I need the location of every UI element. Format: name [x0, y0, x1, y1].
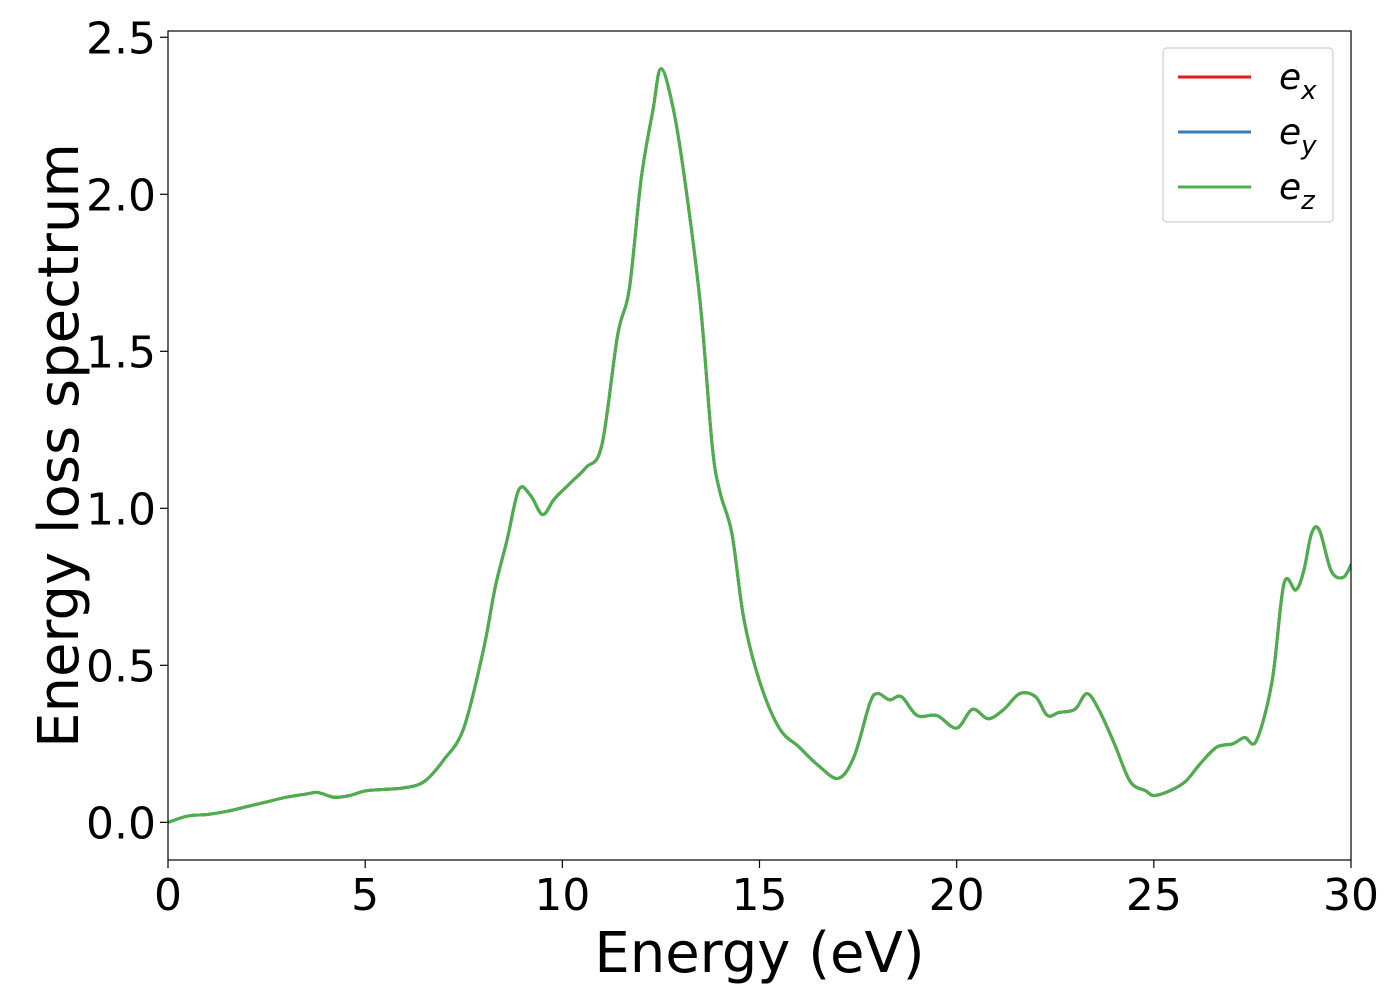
legend-entry-label: ex [1279, 57, 1317, 106]
legend-entry-base: e [1279, 112, 1301, 153]
y-tick-label: 0.0 [86, 798, 156, 849]
y-axis-label: Energy loss spectrum [27, 143, 92, 748]
legend-entry-subscript: x [1300, 76, 1317, 106]
legend-entry-base: e [1279, 167, 1301, 208]
x-tick-label: 10 [534, 870, 590, 921]
x-tick-label: 0 [154, 870, 182, 921]
y-tick-label: 0.5 [86, 641, 156, 692]
legend-box [1162, 47, 1334, 223]
legend-entry-subscript: z [1300, 186, 1316, 216]
y-tick-label: 1.0 [86, 484, 156, 535]
x-tick-label: 5 [351, 870, 379, 921]
y-tick-label: 2.0 [86, 170, 156, 221]
y-tick-label: 2.5 [86, 13, 156, 64]
plot-frame [167, 30, 1352, 861]
x-tick-label: 25 [1126, 870, 1182, 921]
legend-entry-label: ey [1279, 112, 1317, 161]
ticks-layer: 0 5 10 15 20 25 30 0.0 0.5 1.0 1.5 2.0 2.5 [86, 13, 1379, 921]
x-axis-label: Energy (eV) [594, 921, 924, 986]
legend-entry-base: e [1279, 57, 1301, 98]
series-line-ez [168, 67, 1351, 824]
x-tick-label: 15 [732, 870, 788, 921]
legend-entry-label: ez [1279, 167, 1316, 216]
legend-entry-subscript: y [1300, 131, 1317, 161]
x-tick-label: 20 [929, 870, 985, 921]
plot-area [168, 67, 1351, 824]
x-tick-label: 30 [1323, 870, 1379, 921]
y-tick-label: 1.5 [86, 327, 156, 378]
